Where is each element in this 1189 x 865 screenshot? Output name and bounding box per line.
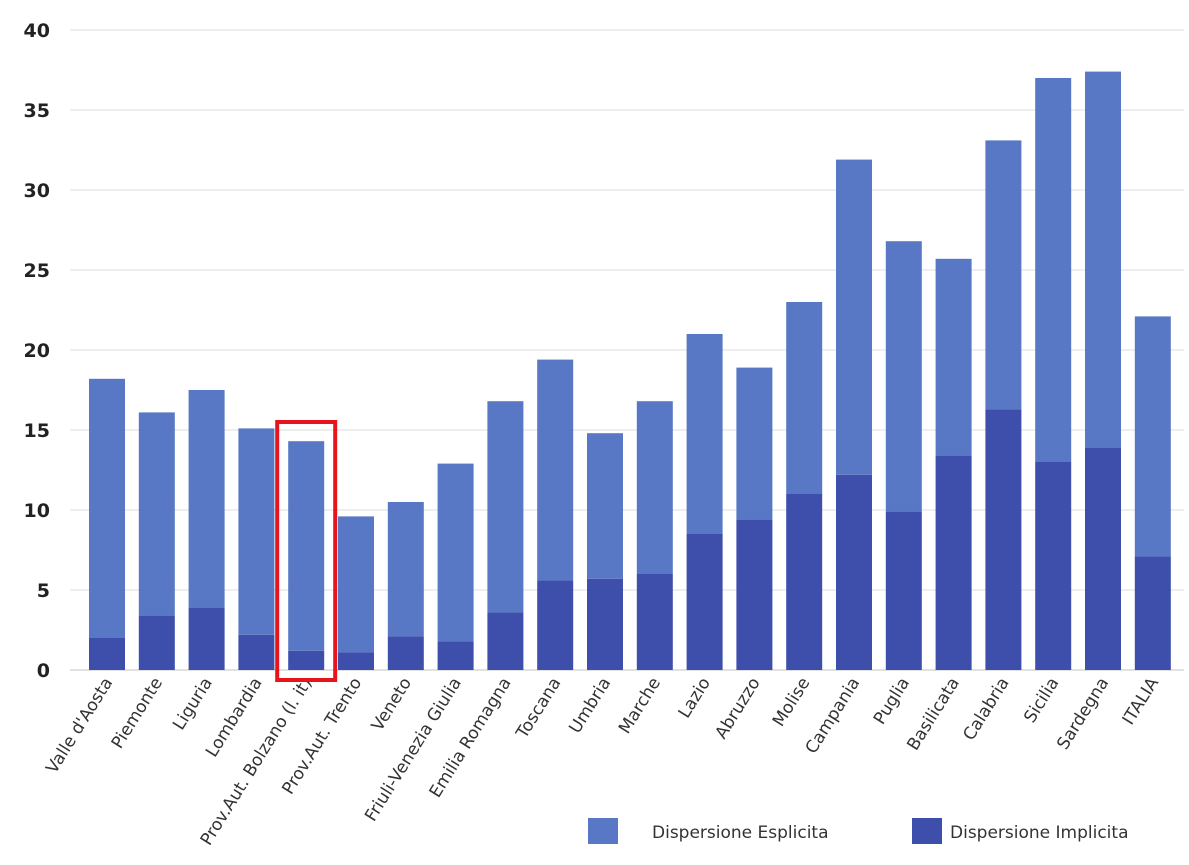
- bar-implicita-prov-aut-trento: [338, 652, 374, 670]
- y-tick-label-25: 25: [24, 260, 50, 282]
- legend-label-dispersione-implicita: Dispersione Implicita: [950, 823, 1129, 843]
- x-tick-label-veneto: Veneto: [368, 674, 416, 735]
- y-tick-label-40: 40: [24, 20, 50, 42]
- x-tick-label-umbria: Umbria: [565, 674, 615, 737]
- x-tick-label-marche: Marche: [615, 674, 665, 737]
- bar-esplicita-liguria: [188, 390, 225, 608]
- bar-implicita-sardegna: [1085, 447, 1121, 670]
- x-tick-label-liguria: Liguria: [169, 674, 217, 734]
- bar-esplicita-calabria: [985, 140, 1022, 410]
- bar-esplicita-sardegna: [1085, 71, 1121, 448]
- bar-esplicita-piemonte: [138, 412, 175, 616]
- bar-esplicita-friuli-venezia-giulia: [437, 463, 474, 642]
- x-tick-label-puglia: Puglia: [870, 674, 914, 728]
- legend-swatch-dispersione-esplicita: [588, 818, 618, 844]
- bar-implicita-veneto: [387, 636, 424, 670]
- x-tick-label-lazio: Lazio: [675, 674, 715, 722]
- bar-implicita-marche: [636, 574, 673, 670]
- bar-esplicita-valle-d-aosta: [89, 378, 125, 638]
- bar-esplicita-lazio: [686, 334, 723, 534]
- bar-implicita-piemonte: [138, 615, 175, 670]
- bar-esplicita-italia: [1134, 316, 1171, 557]
- x-tick-label-piemonte: Piemonte: [108, 674, 167, 752]
- legend-label-dispersione-esplicita: Dispersione Esplicita: [652, 823, 829, 843]
- bar-esplicita-toscana: [537, 359, 574, 581]
- bar-esplicita-emilia-romagna: [487, 401, 524, 613]
- bar-esplicita-basilicata: [935, 258, 972, 456]
- bar-implicita-lazio: [686, 534, 723, 670]
- bar-esplicita-sicilia: [1035, 78, 1072, 462]
- bar-implicita-umbria: [587, 578, 623, 670]
- bar-implicita-friuli-venezia-giulia: [437, 641, 474, 670]
- bar-implicita-sicilia: [1035, 462, 1072, 670]
- x-tick-label-toscana: Toscana: [512, 674, 565, 743]
- x-tick-label-abruzzo: Abruzzo: [711, 674, 764, 743]
- x-tick-label-italia: ITALIA: [1119, 674, 1164, 729]
- x-tick-label-sicilia: Sicilia: [1020, 674, 1063, 727]
- highlight: [275, 420, 338, 682]
- bar-esplicita-molise: [786, 302, 823, 494]
- bar-implicita-valle-d-aosta: [89, 638, 125, 670]
- y-tick-label-15: 15: [24, 420, 50, 442]
- bars: [89, 71, 1171, 670]
- y-tick-label-5: 5: [37, 580, 50, 602]
- bar-implicita-liguria: [188, 607, 225, 670]
- y-tick-label-10: 10: [24, 500, 50, 522]
- y-tick-label-30: 30: [24, 180, 50, 202]
- bar-implicita-lombardia: [238, 634, 275, 670]
- legend: Dispersione Esplicita Dispersione Implici…: [588, 818, 1129, 844]
- x-tick-label-calabria: Calabria: [959, 674, 1013, 744]
- bar-esplicita-marche: [636, 401, 673, 574]
- highlight-box: [275, 420, 338, 682]
- bar-esplicita-abruzzo: [736, 367, 773, 520]
- bar-esplicita-umbria: [587, 433, 623, 579]
- bar-implicita-emilia-romagna: [487, 612, 524, 670]
- bar-esplicita-prov-aut-trento: [338, 516, 374, 653]
- y-axis: 0 5 10 15 20 25 30 35 40: [24, 20, 50, 682]
- y-tick-label-35: 35: [24, 100, 50, 122]
- bar-implicita-campania: [836, 474, 872, 670]
- bar-implicita-toscana: [537, 580, 574, 670]
- bar-esplicita-campania: [836, 159, 872, 475]
- bar-implicita-basilicata: [935, 455, 972, 670]
- bar-implicita-calabria: [985, 409, 1022, 670]
- bar-implicita-italia: [1134, 556, 1171, 670]
- x-tick-label-friuli-venezia-giulia: Friuli-Venezia Giulia: [361, 674, 466, 825]
- bar-esplicita-veneto: [387, 502, 424, 637]
- bar-esplicita-lombardia: [238, 428, 275, 635]
- legend-swatch-dispersione-implicita: [912, 818, 942, 844]
- x-tick-label-valle-d-aosta: Valle d'Aosta: [42, 674, 117, 777]
- bar-implicita-puglia: [885, 511, 922, 670]
- y-tick-label-0: 0: [37, 660, 50, 682]
- bar-implicita-abruzzo: [736, 519, 773, 670]
- y-tick-label-20: 20: [24, 340, 50, 362]
- bar-esplicita-prov-aut-bolzano-l-it: [288, 441, 325, 651]
- bar-esplicita-puglia: [885, 241, 922, 512]
- bar-implicita-molise: [786, 494, 823, 670]
- x-tick-label-molise: Molise: [769, 674, 814, 730]
- bar-implicita-prov-aut-bolzano-l-it: [288, 650, 325, 670]
